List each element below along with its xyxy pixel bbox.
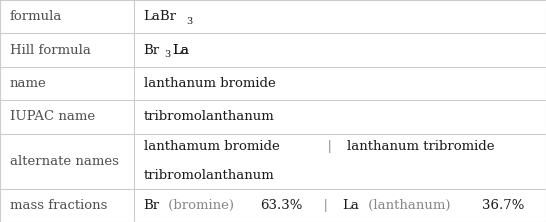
Text: 36.7%: 36.7%: [482, 199, 524, 212]
Text: LaBr: LaBr: [144, 10, 176, 23]
Text: tribromolanthanum: tribromolanthanum: [144, 169, 274, 182]
Text: Br: Br: [144, 199, 160, 212]
Text: (bromine): (bromine): [164, 199, 239, 212]
Text: mass fractions: mass fractions: [10, 199, 107, 212]
Text: tribromolanthanum: tribromolanthanum: [144, 110, 274, 123]
Text: formula: formula: [10, 10, 62, 23]
Text: Hill formula: Hill formula: [10, 44, 91, 57]
Text: (lanthanum): (lanthanum): [364, 199, 455, 212]
Text: 3: 3: [186, 17, 192, 26]
Text: name: name: [10, 77, 46, 90]
Text: IUPAC name: IUPAC name: [10, 110, 95, 123]
Text: La: La: [343, 199, 359, 212]
Text: |: |: [319, 140, 340, 153]
Text: |: |: [537, 140, 546, 153]
Text: lanthamum bromide: lanthamum bromide: [144, 140, 280, 153]
Text: |: |: [315, 199, 336, 212]
Text: lanthanum tribromide: lanthanum tribromide: [347, 140, 494, 153]
Text: lanthanum bromide: lanthanum bromide: [144, 77, 275, 90]
Text: La: La: [173, 44, 189, 57]
Text: 3: 3: [164, 50, 171, 59]
Text: La: La: [173, 44, 189, 57]
Text: Br: Br: [144, 44, 160, 57]
Text: 63.3%: 63.3%: [260, 199, 302, 212]
Text: alternate names: alternate names: [10, 155, 118, 168]
